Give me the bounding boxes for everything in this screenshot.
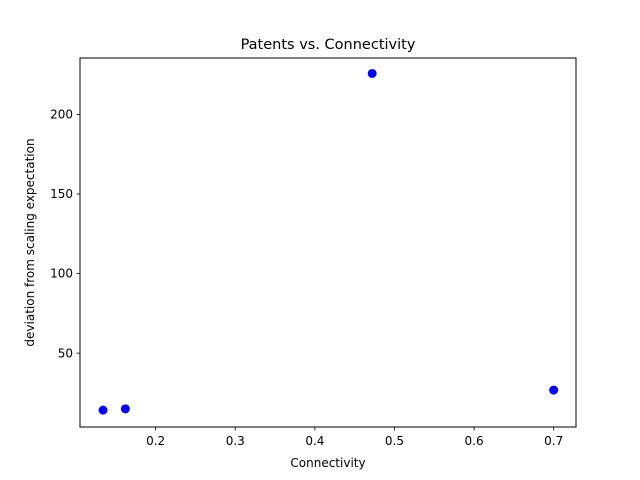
x-tick-label: 0.5 bbox=[385, 434, 404, 448]
x-tick-label: 0.4 bbox=[305, 434, 324, 448]
y-tick-label: 150 bbox=[50, 187, 73, 201]
y-tick-label: 200 bbox=[50, 108, 73, 122]
y-axis-label: deviation from scaling expectation bbox=[23, 138, 37, 346]
chart-title: Patents vs. Connectivity bbox=[241, 37, 416, 53]
x-tick-label: 0.3 bbox=[226, 434, 245, 448]
x-axis-label: Connectivity bbox=[290, 456, 365, 470]
y-tick-label: 100 bbox=[50, 267, 73, 281]
x-tick-label: 0.7 bbox=[544, 434, 563, 448]
scatter-point bbox=[99, 406, 108, 415]
scatter-point bbox=[121, 404, 130, 413]
scatter-point bbox=[368, 69, 377, 78]
scatter-point bbox=[549, 386, 558, 395]
x-tick-label: 0.6 bbox=[465, 434, 484, 448]
y-tick-label: 50 bbox=[58, 346, 73, 360]
x-tick-label: 0.2 bbox=[146, 434, 165, 448]
